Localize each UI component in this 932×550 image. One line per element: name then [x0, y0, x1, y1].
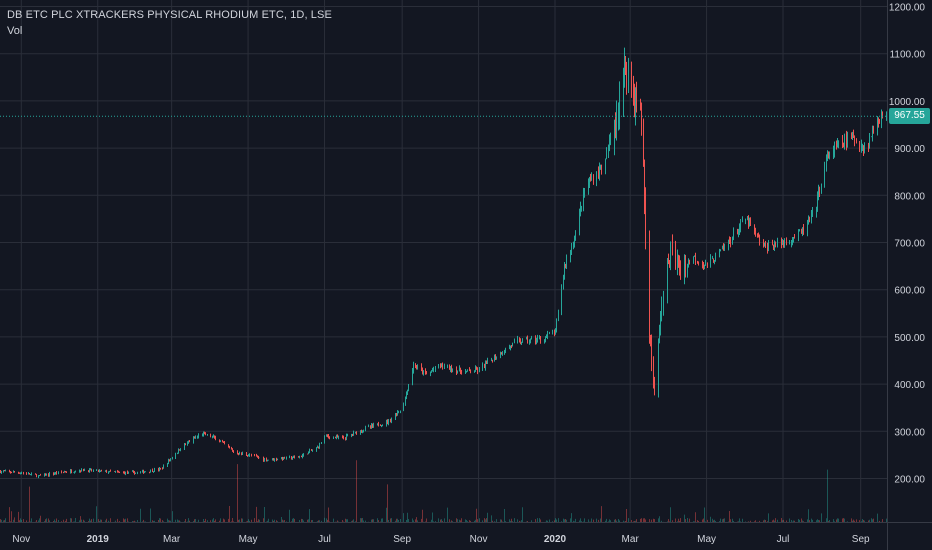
x-tick-label: Nov — [12, 534, 30, 545]
y-tick-label: 1200.00 — [889, 3, 926, 14]
volume-bars — [0, 460, 888, 522]
chart-title: DB ETC PLC XTRACKERS PHYSICAL RHODIUM ET… — [7, 9, 332, 21]
y-tick-label: 1100.00 — [890, 50, 926, 61]
x-tick-label: Mar — [163, 534, 181, 545]
volume-label: Vol — [7, 25, 23, 37]
x-tick-label: 2020 — [544, 534, 567, 545]
grid-lines — [0, 0, 887, 522]
x-tick-label: Sep — [393, 534, 411, 545]
x-tick-label: Nov — [470, 534, 488, 545]
y-tick-label: 300.00 — [894, 427, 925, 438]
price-axis[interactable]: 200.00 300.00 400.00 500.00 600.00 700.00 800.… — [887, 0, 926, 550]
y-tick-label: 700.00 — [894, 239, 925, 250]
x-tick-label: May — [239, 534, 258, 545]
x-tick-label: Sep — [852, 534, 870, 545]
last-price-tag: 967.55 — [889, 108, 930, 124]
y-tick-label: 1000.00 — [889, 97, 926, 108]
x-tick-label: 2019 — [87, 534, 110, 545]
x-tick-label: Jul — [318, 534, 331, 545]
y-tick-label: 900.00 — [894, 144, 925, 155]
x-tick-label: May — [697, 534, 716, 545]
x-tick-label: Jul — [777, 534, 790, 545]
price-bars — [0, 47, 888, 479]
y-tick-label: 400.00 — [894, 380, 925, 391]
y-tick-label: 200.00 — [894, 475, 925, 486]
y-tick-label: 500.00 — [894, 333, 925, 344]
time-axis[interactable]: Nov 2019 Mar May Jul Sep Nov 2020 Mar May Jul Sep — [0, 522, 932, 546]
x-tick-label: Mar — [622, 534, 640, 545]
y-tick-label: 600.00 — [894, 286, 925, 297]
y-tick-label: 800.00 — [894, 191, 925, 202]
